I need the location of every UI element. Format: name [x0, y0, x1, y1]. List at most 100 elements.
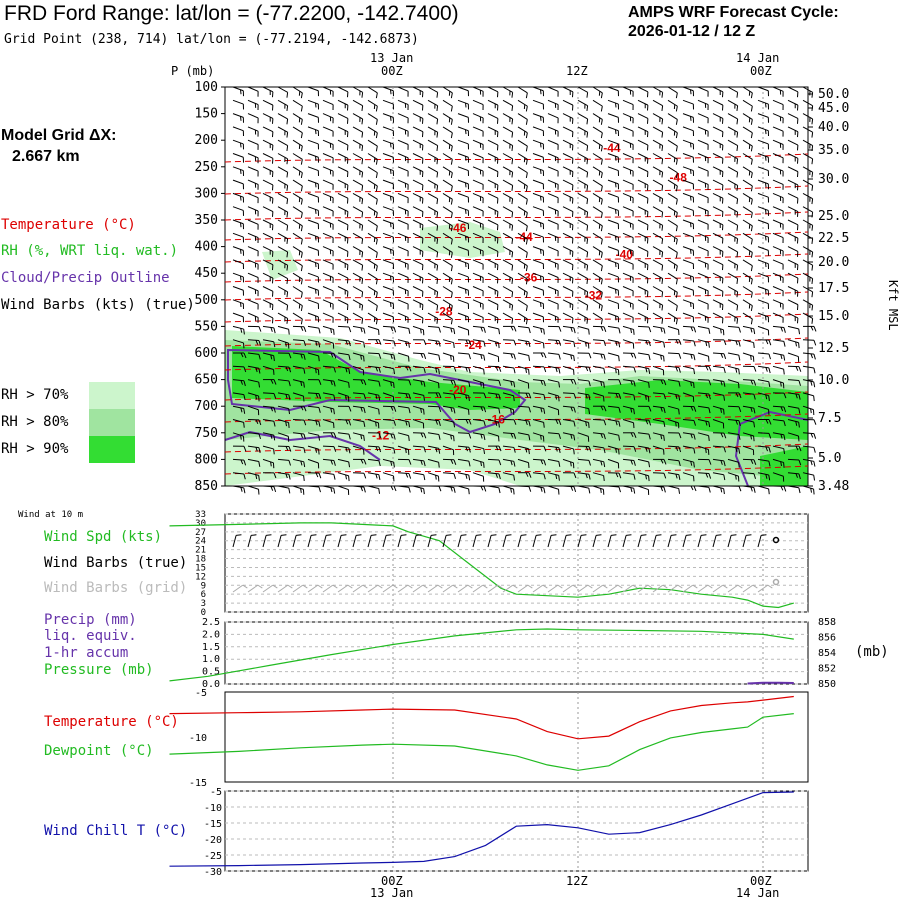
barb-flag	[692, 130, 695, 137]
barb-staff	[697, 325, 709, 329]
profile-wind-barb	[382, 339, 396, 347]
profile-wind-barb	[652, 379, 667, 386]
precip-tick-0.5: 0.5	[202, 667, 220, 678]
barb-flag-2	[615, 182, 617, 188]
barb-staff	[307, 179, 319, 185]
barb-flag	[273, 369, 275, 375]
barb-staff	[802, 113, 813, 120]
barb-flag-2	[480, 327, 483, 332]
barb-staff	[517, 179, 528, 187]
barb-flag	[707, 157, 709, 164]
barb-flag-2	[373, 157, 376, 163]
profile-wind-barb	[337, 432, 351, 440]
barb-flag-2	[540, 352, 544, 358]
barb-flag-2	[660, 459, 664, 464]
barb-flag	[661, 92, 664, 98]
barb-flag	[496, 171, 499, 178]
barb-staff	[727, 139, 738, 146]
barb-flag-2	[284, 157, 286, 162]
barb-flag	[586, 225, 589, 231]
barb-staff	[502, 166, 513, 173]
barb-staff	[337, 458, 349, 463]
barb-staff	[532, 206, 544, 211]
barb-flag	[375, 239, 378, 245]
profile-wind-barb	[802, 392, 815, 402]
profile-wind-barb	[352, 219, 364, 231]
barb-flag	[300, 185, 303, 192]
profile-wind-barb	[232, 472, 246, 480]
barb-flag	[692, 117, 695, 123]
barb-staff	[262, 584, 274, 593]
barb-staff	[757, 286, 769, 291]
barb-staff	[337, 192, 349, 199]
profile-wind-barb	[592, 432, 606, 440]
barb-staff	[727, 286, 738, 293]
barb-staff	[532, 472, 544, 475]
profile-wind-barb	[517, 432, 531, 441]
barb-staff	[667, 392, 679, 396]
barb-flag	[378, 367, 381, 373]
barb-flag	[257, 104, 259, 110]
barb-flag-2	[598, 250, 601, 256]
barb-staff	[607, 312, 619, 318]
barb-flag	[557, 250, 559, 257]
top-hour-12z: 12Z	[566, 64, 588, 78]
barb-flag	[708, 459, 712, 465]
barb-flag-2	[585, 394, 588, 399]
barb-flag	[243, 394, 246, 400]
barb-staff	[697, 179, 709, 185]
barb-flag	[573, 393, 577, 399]
barb-staff	[637, 312, 649, 319]
barb-staff	[247, 179, 259, 185]
barb-flag	[632, 317, 634, 323]
barb-flag	[753, 487, 756, 493]
profile-wind-barb	[742, 232, 753, 245]
barb-flag	[600, 212, 603, 218]
barb-flag	[393, 448, 396, 454]
profile-wind-barb	[622, 352, 637, 359]
barb-flag	[782, 304, 784, 310]
barb-staff	[367, 392, 379, 396]
barb-staff	[427, 286, 438, 293]
profile-wind-barb	[727, 179, 739, 191]
profile-wind-barb	[502, 126, 514, 138]
barb-flag	[647, 584, 653, 589]
profile-wind-barb	[667, 246, 678, 258]
bottom-hour-00z-b: 00Z	[750, 874, 772, 888]
wind10-grid-barb	[322, 584, 338, 593]
barb-flag	[663, 421, 666, 427]
profile-wind-barb	[592, 232, 603, 245]
profile-wind-barb	[547, 113, 559, 124]
barb-flag-2	[690, 406, 694, 411]
profile-wind-barb	[517, 166, 528, 179]
barb-flag	[571, 211, 574, 217]
barb-flag	[318, 341, 321, 348]
barb-flag	[378, 474, 381, 480]
profile-wind-barb	[712, 445, 726, 453]
profile-wind-barb	[427, 286, 439, 298]
barb-flag	[542, 104, 545, 110]
profile-wind-barb	[577, 312, 589, 324]
barb-flag	[543, 460, 547, 466]
barb-flag	[436, 92, 439, 98]
barb-flag	[798, 459, 802, 466]
barb-flag	[678, 339, 682, 345]
barb-staff	[457, 232, 469, 238]
profile-wind-barb	[637, 232, 649, 244]
barb-flag-2	[690, 116, 692, 121]
profile-wind-barb	[652, 219, 664, 231]
barb-staff	[607, 339, 619, 343]
barb-staff	[802, 206, 813, 213]
profile-wind-barb	[427, 352, 441, 361]
profile-wind-barb	[472, 325, 486, 333]
profile-wind-barb	[292, 232, 303, 245]
barb-flag	[661, 132, 664, 138]
barb-staff	[262, 352, 274, 357]
profile-wind-barb	[292, 299, 303, 312]
barb-flag	[286, 238, 289, 245]
barb-staff	[652, 392, 665, 395]
barb-flag-2	[704, 129, 707, 135]
barb-flag	[317, 303, 320, 309]
profile-wind-barb	[487, 166, 499, 178]
profile-wind-barb	[562, 272, 574, 284]
